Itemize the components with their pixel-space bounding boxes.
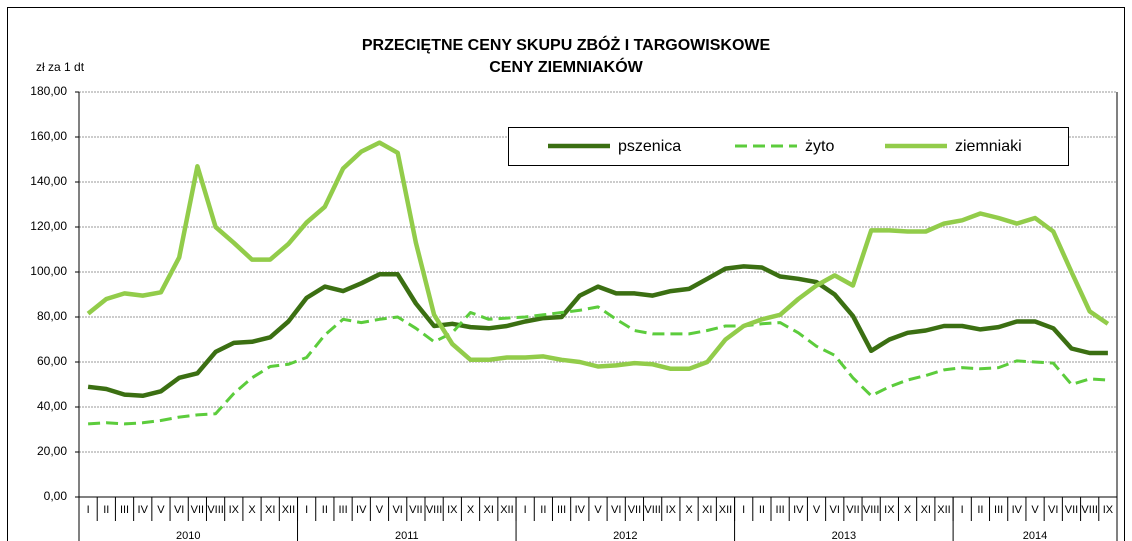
x-tick-label: II (977, 504, 983, 516)
x-tick-label: IV (575, 504, 586, 516)
y-tick-label: 40,00 (37, 399, 67, 413)
line-series (88, 305, 1108, 426)
legend-label: ziemniaki (955, 138, 1022, 155)
line-series (87, 264, 1108, 399)
y-tick-label: 20,00 (37, 444, 67, 458)
y-axis-label: zł za 1 dt (36, 60, 85, 74)
x-tick-label: XII (937, 504, 950, 516)
legend-label: żyto (805, 138, 834, 155)
x-tick-label: IV (1012, 504, 1023, 516)
x-tick-label: VIII (863, 504, 880, 516)
x-tick-label: I (524, 504, 527, 516)
x-tick-label: XII (282, 504, 295, 516)
y-tick-label: 60,00 (37, 354, 67, 368)
x-tick-label: II (540, 504, 546, 516)
year-label: 2013 (832, 530, 856, 541)
year-label: 2010 (176, 530, 200, 541)
y-tick-label: 0,00 (44, 489, 68, 503)
x-tick-label: II (103, 504, 109, 516)
x-tick-label: II (322, 504, 328, 516)
x-tick-label: VIII (644, 504, 661, 516)
y-tick-label: 140,00 (30, 174, 67, 188)
x-tick-label: V (594, 504, 602, 516)
x-tick-label: VIII (426, 504, 443, 516)
x-tick-label: VII (846, 504, 859, 516)
x-tick-label: I (742, 504, 745, 516)
y-tick-label: 180,00 (30, 84, 67, 98)
x-tick-label: IV (138, 504, 149, 516)
x-tick-label: V (813, 504, 821, 516)
x-tick-label: IX (666, 504, 677, 516)
x-tick-label: III (557, 504, 566, 516)
x-tick-label: VII (1065, 504, 1078, 516)
y-tick-label: 80,00 (37, 309, 67, 323)
x-tick-label: IX (1103, 504, 1114, 516)
x-tick-label: V (376, 504, 384, 516)
x-tick-label: I (87, 504, 90, 516)
x-tick-label: X (467, 504, 475, 516)
x-tick-label: XII (719, 504, 732, 516)
x-tick-label: III (994, 504, 1003, 516)
chart-title: PRZECIĘTNE CENY SKUPU ZBÓŻ I TARGOWISKOW… (362, 35, 771, 54)
chart-title: CENY ZIEMNIAKÓW (489, 57, 643, 76)
x-tick-label: X (685, 504, 693, 516)
x-tick-label: IX (884, 504, 895, 516)
x-tick-label: X (248, 504, 256, 516)
x-tick-label: VI (611, 504, 621, 516)
x-tick-label: II (759, 504, 765, 516)
x-tick-label: III (776, 504, 785, 516)
x-tick-label: VIII (207, 504, 224, 516)
x-tick-label: V (157, 504, 165, 516)
x-tick-label: I (305, 504, 308, 516)
y-tick-label: 120,00 (30, 219, 67, 233)
year-label: 2012 (613, 530, 637, 541)
y-tick-label: 100,00 (30, 264, 67, 278)
legend-label: pszenica (618, 138, 681, 155)
x-tick-label: XI (484, 504, 494, 516)
x-tick-label: VII (409, 504, 422, 516)
x-tick-label: V (1031, 504, 1039, 516)
x-tick-label: VIII (1081, 504, 1098, 516)
line-series (86, 140, 1110, 372)
year-label: 2011 (395, 530, 419, 541)
x-tick-label: VI (174, 504, 184, 516)
chart-frame (7, 7, 1125, 541)
x-tick-label: IV (356, 504, 367, 516)
x-tick-label: III (338, 504, 347, 516)
x-tick-label: VI (830, 504, 840, 516)
x-tick-label: VI (1048, 504, 1058, 516)
x-tick-label: X (904, 504, 912, 516)
x-tick-label: IX (447, 504, 458, 516)
year-label: 2014 (1023, 530, 1047, 541)
x-tick-label: XI (702, 504, 712, 516)
x-tick-label: I (961, 504, 964, 516)
x-tick-label: IV (793, 504, 804, 516)
x-tick-label: XI (265, 504, 275, 516)
x-tick-label: VII (191, 504, 204, 516)
x-tick-label: XII (500, 504, 513, 516)
x-tick-label: VI (392, 504, 402, 516)
x-tick-label: III (120, 504, 129, 516)
x-tick-label: VII (628, 504, 641, 516)
x-tick-label: XI (921, 504, 931, 516)
y-tick-label: 160,00 (30, 129, 67, 143)
x-tick-label: IX (229, 504, 240, 516)
